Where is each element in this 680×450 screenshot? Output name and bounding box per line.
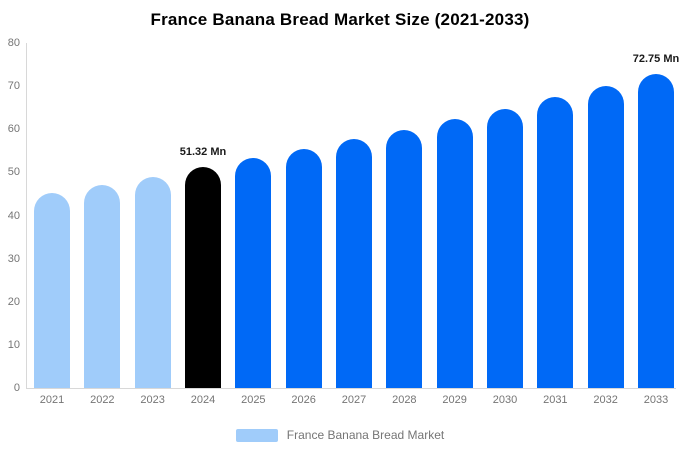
x-tick-label: 2031: [543, 394, 568, 406]
x-tick-label: 2029: [442, 394, 467, 406]
bar-2031[interactable]: [537, 97, 574, 388]
bar-2027[interactable]: [336, 139, 372, 388]
x-tick-label: 2032: [593, 394, 618, 406]
bar-2032[interactable]: [587, 85, 624, 388]
x-axis-line: [26, 388, 676, 389]
y-tick-label: 20: [7, 295, 20, 308]
bar-2033[interactable]: [638, 74, 674, 388]
bar-2021[interactable]: [34, 193, 70, 388]
y-tick-label: 40: [7, 209, 20, 222]
bar-2030[interactable]: [487, 108, 523, 388]
y-tick-label: 10: [7, 338, 20, 351]
x-tick-label: 2021: [39, 394, 65, 406]
bar-2025[interactable]: [235, 157, 272, 388]
y-tick-label: 30: [7, 252, 20, 265]
legend[interactable]: France Banana Bread Market: [0, 426, 680, 444]
y-tick-label: 70: [7, 80, 20, 93]
bar-2024[interactable]: [185, 166, 221, 388]
x-tick-label: 2027: [341, 394, 367, 406]
x-axis-labels: 2021 2022 2023 2024 2025 2026 2027 2028 2029 2030…: [34, 394, 674, 410]
bar-2023[interactable]: [134, 176, 171, 388]
y-tick-label: 50: [7, 166, 20, 179]
y-axis-tick-labels: 0 10 20 30 40 50 60 70 80: [0, 37, 22, 394]
x-tick-label: 2028: [392, 394, 417, 406]
y-tick-label: 0: [13, 382, 20, 394]
bar-2026[interactable]: [285, 148, 322, 388]
bar-value-label: 72.75 Mn: [632, 53, 680, 66]
y-tick-label: 80: [7, 37, 20, 49]
bar-2028[interactable]: [386, 129, 423, 388]
bar-2022[interactable]: [84, 184, 121, 388]
chart-title: France Banana Bread Market Size (2021-20…: [150, 10, 530, 29]
x-tick-label: 2024: [190, 394, 216, 406]
bar-value-label: 51.32 Mn: [179, 145, 227, 158]
x-tick-label: 2023: [140, 394, 165, 406]
x-tick-label: 2033: [643, 394, 669, 406]
x-tick-label: 2022: [90, 394, 115, 406]
bar-2029[interactable]: [436, 119, 473, 388]
legend-swatch-icon: [235, 428, 278, 442]
y-axis-line: [26, 43, 27, 389]
bar-series: 51.32 Mn 72.75 Mn: [34, 43, 679, 388]
x-tick-label: 2026: [291, 394, 316, 406]
legend-label: France Banana Bread Market: [286, 428, 445, 442]
x-tick-label: 2025: [241, 394, 266, 406]
y-tick-label: 60: [7, 123, 20, 136]
x-tick-label: 2030: [492, 394, 518, 406]
